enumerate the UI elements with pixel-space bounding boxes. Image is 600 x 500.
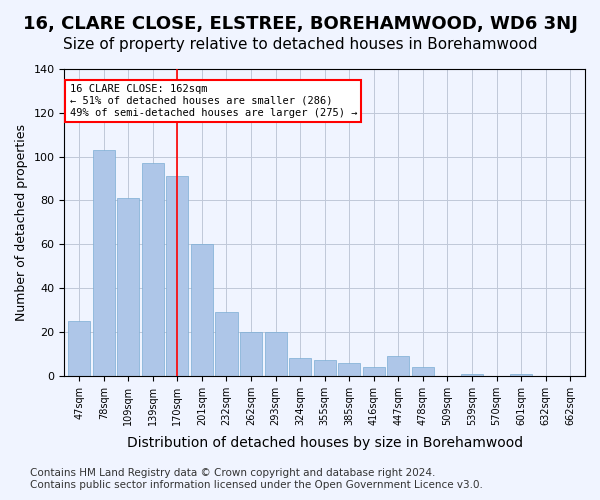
Bar	[68, 321, 90, 376]
Bar	[191, 244, 213, 376]
Bar	[215, 312, 238, 376]
Bar	[461, 374, 483, 376]
Text: 16, CLARE CLOSE, ELSTREE, BOREHAMWOOD, WD6 3NJ: 16, CLARE CLOSE, ELSTREE, BOREHAMWOOD, W…	[23, 15, 577, 33]
Bar	[363, 367, 385, 376]
Bar	[388, 356, 409, 376]
Bar	[92, 150, 115, 376]
Bar	[166, 176, 188, 376]
Bar	[117, 198, 139, 376]
Text: 16 CLARE CLOSE: 162sqm
← 51% of detached houses are smaller (286)
49% of semi-de: 16 CLARE CLOSE: 162sqm ← 51% of detached…	[70, 84, 357, 117]
X-axis label: Distribution of detached houses by size in Borehamwood: Distribution of detached houses by size …	[127, 436, 523, 450]
Bar	[412, 367, 434, 376]
Y-axis label: Number of detached properties: Number of detached properties	[15, 124, 28, 321]
Bar	[265, 332, 287, 376]
Text: Size of property relative to detached houses in Borehamwood: Size of property relative to detached ho…	[63, 38, 537, 52]
Bar	[338, 362, 361, 376]
Bar	[240, 332, 262, 376]
Bar	[510, 374, 532, 376]
Bar	[289, 358, 311, 376]
Bar	[314, 360, 336, 376]
Text: Contains HM Land Registry data © Crown copyright and database right 2024.
Contai: Contains HM Land Registry data © Crown c…	[30, 468, 483, 490]
Bar	[142, 163, 164, 376]
